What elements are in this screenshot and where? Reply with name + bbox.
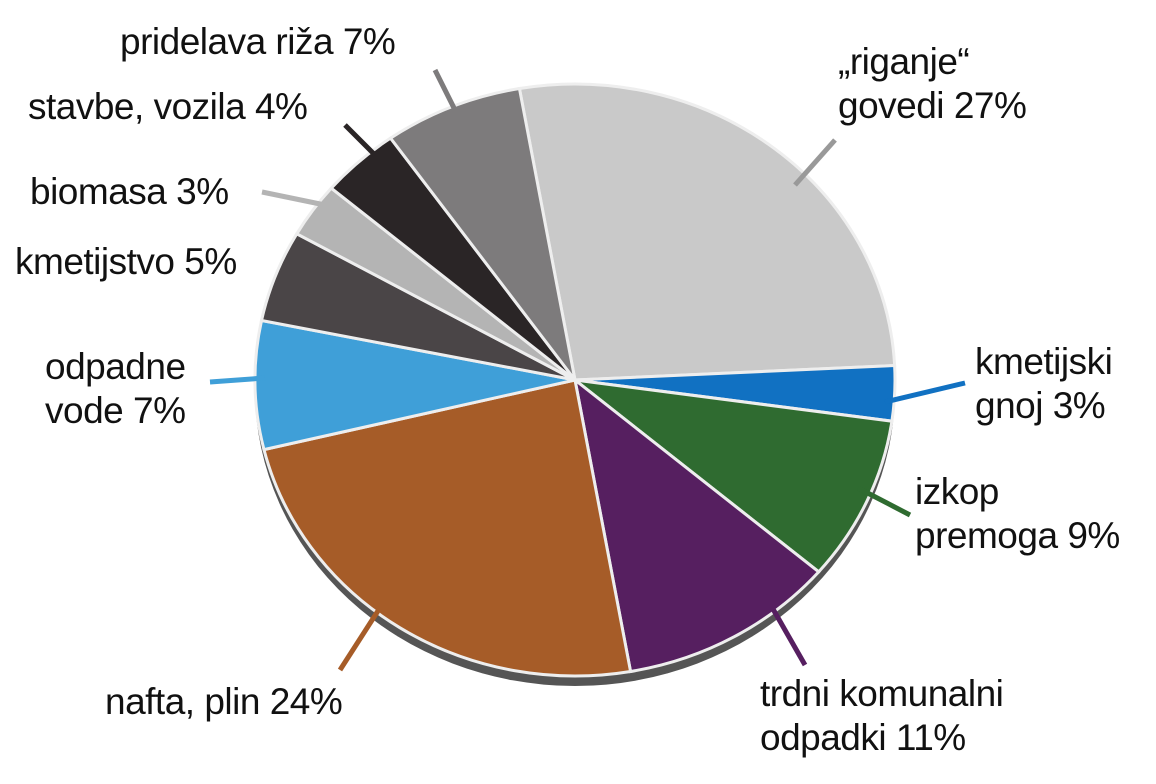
value-label: 7% [133,390,186,431]
pie-slice [253,318,576,452]
category-label: stavbe, vozila [28,86,246,127]
pie-slice [572,376,821,674]
slice-label: kmetijstvo 5% [15,240,315,284]
category-label: odpadne vode [45,346,186,431]
slice-label: „riganje“ govedi 27% [838,40,1068,128]
leader-line [261,189,326,208]
value-label: 5% [184,241,237,282]
value-label: 3% [176,171,229,212]
slice-label: trdni komunalni odpadki 11% [760,672,1050,760]
leader-line [793,138,837,187]
leader-line [343,123,377,157]
leader-line [762,593,808,667]
category-label: trdni komunalni odpadki [760,673,1004,758]
slice-label: kmetijski gnoj 3% [975,340,1140,428]
pie-slice [569,377,894,574]
slice-label: nafta, plin 24% [105,680,435,724]
leader-line [337,598,388,672]
category-label: pridelava riža [120,21,334,62]
category-label: nafta, plin [105,681,260,722]
category-label: kmetijski gnoj [975,341,1113,426]
category-label: biomasa [30,171,167,212]
category-label: „riganje“ govedi [838,41,970,126]
slice-label: stavbe, vozila 4% [28,85,358,129]
value-label: 27% [953,85,1027,126]
leader-line [884,380,966,405]
leader-line [856,485,912,518]
slice-label: biomasa 3% [30,170,290,214]
leader-line [432,68,458,112]
value-label: 3% [1052,385,1106,426]
value-label: 4% [254,86,308,127]
value-label: 11% [895,717,966,758]
slice-label: odpadne vode 7% [45,345,210,433]
value-label: 7% [342,21,396,62]
category-label: izkop premoga [915,471,1058,556]
value-label: 24% [269,681,343,722]
pie-slice [262,378,633,678]
pie-slice [517,82,897,382]
leader-line [209,375,266,385]
category-label: kmetijstvo [15,241,175,282]
value-label: 9% [1067,515,1120,556]
slice-label: izkop premoga 9% [915,470,1120,558]
slice-label: pridelava riža 7% [120,20,460,64]
